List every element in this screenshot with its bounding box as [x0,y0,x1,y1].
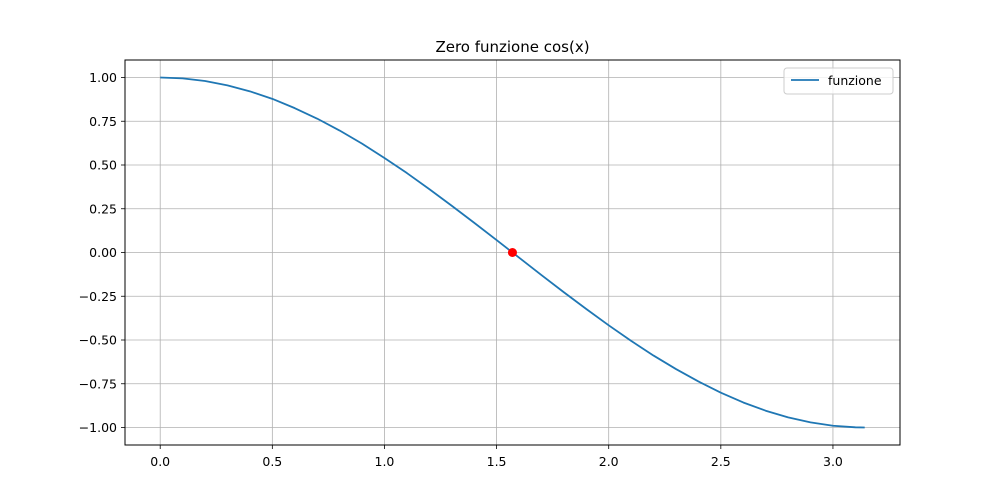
axis-ticks: 0.0 0.5 1.0 1.5 2.0 2.5 3.0 1.00 0.75 0.50 0.25 0.0… [79,70,843,469]
y-tick-label: −0.25 [79,289,117,304]
y-tick-label: −0.75 [79,376,117,391]
legend: funzione [783,67,894,95]
x-tick-label: 1.5 [487,454,507,469]
series-line-funzione [160,76,865,429]
grid [125,60,900,445]
x-tick-label: 0.5 [262,454,282,469]
x-tick-label: 2.0 [599,454,619,469]
y-tick-label: 1.00 [89,70,117,85]
x-tick-label: 1.0 [375,454,395,469]
y-tick-label: 0.50 [89,158,117,173]
chart-title: Zero funzione cos(x) [435,38,589,56]
legend-label-funzione: funzione [828,73,882,88]
x-tick-label: 2.5 [711,454,731,469]
y-tick-label: −0.50 [79,333,117,348]
y-tick-label: −1.00 [79,420,117,435]
x-tick-label: 3.0 [823,454,843,469]
y-tick-label: 0.25 [89,201,117,216]
legend-box [783,67,894,95]
y-tick-label: 0.75 [89,114,117,129]
x-tick-label: 0.0 [150,454,170,469]
y-tick-label: 0.00 [89,245,117,260]
plot-area [160,76,865,429]
zero-point-marker [507,248,517,257]
